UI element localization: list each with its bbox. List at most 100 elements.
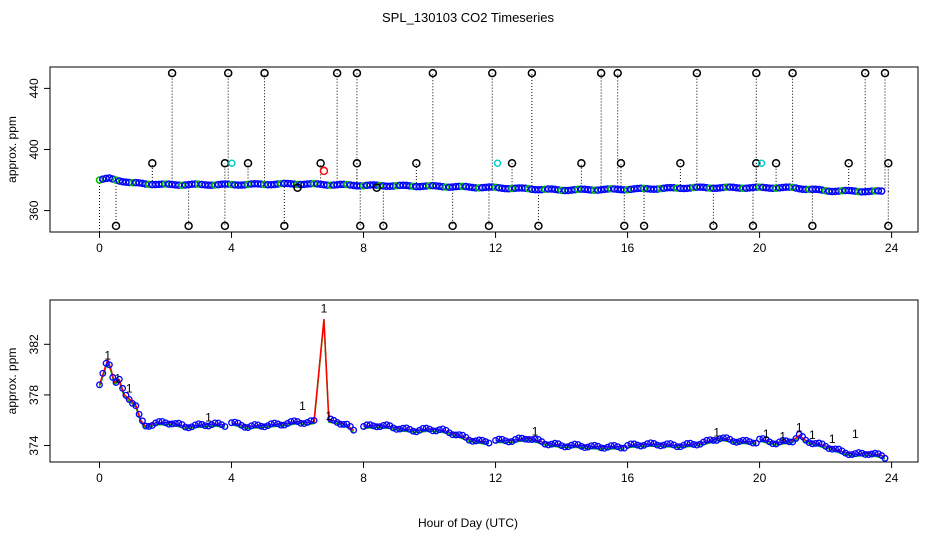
series-point (168, 420, 176, 428)
series-point (676, 443, 684, 451)
series-point (845, 451, 853, 459)
series-point (214, 419, 222, 427)
top-panel: 0 4 8 12 16 20 24 360 400 440 approx. ppm (5, 66, 919, 255)
flag-label: 1 (326, 409, 333, 423)
plot-frame (49, 66, 919, 233)
series-point (465, 436, 473, 444)
series-point (257, 422, 265, 430)
y-axis-label: approx. ppm (5, 348, 19, 415)
flag-label: 1 (104, 348, 111, 362)
series-point (746, 438, 754, 446)
series-point (138, 417, 146, 425)
series-point (360, 423, 367, 430)
series-point (251, 421, 259, 429)
red-point (319, 166, 329, 176)
series-point (115, 177, 124, 185)
series-point (198, 420, 206, 428)
outlier-point (260, 68, 269, 78)
series-point (274, 420, 282, 428)
series-point (607, 442, 615, 450)
series-point (709, 436, 717, 444)
flag-label: 1 (126, 381, 133, 395)
series-point (152, 419, 160, 427)
series-point (551, 439, 559, 447)
series-point (653, 441, 661, 449)
series-point (201, 422, 209, 430)
series-point (96, 381, 103, 389)
x-tick-label: 16 (621, 471, 635, 485)
series-point (468, 437, 476, 445)
outlier-point (616, 159, 626, 168)
series-point (452, 431, 460, 439)
series-point (548, 440, 556, 448)
series-point (528, 436, 536, 444)
series-point (693, 441, 701, 449)
series-point (221, 423, 229, 430)
series-point (614, 443, 622, 451)
series-point (841, 449, 849, 457)
series-point (594, 442, 602, 450)
series-point (610, 441, 618, 449)
series-point (208, 421, 216, 429)
outlier-point (808, 221, 817, 231)
series-point (637, 442, 645, 450)
series-point (815, 439, 823, 447)
outlier-point (709, 221, 718, 231)
outlier-point (752, 68, 761, 78)
series-point (647, 439, 655, 447)
y-tick-label: 440 (27, 78, 41, 98)
series-point (587, 442, 595, 450)
series-point (435, 426, 443, 434)
outlier-point (352, 159, 362, 168)
outlier-point (332, 68, 342, 78)
series-point (125, 395, 133, 403)
series-point (812, 439, 820, 447)
series-point (109, 373, 117, 381)
series-point (409, 427, 417, 435)
series-point (511, 435, 519, 443)
outlier-point (860, 68, 870, 78)
series-point (690, 440, 698, 448)
series-point (439, 425, 447, 433)
flag-label: 1 (713, 426, 720, 440)
series-point (478, 436, 486, 444)
series-point (650, 440, 658, 447)
series-point (300, 420, 308, 427)
x-tick-label: 24 (885, 471, 899, 485)
outlier-point (412, 159, 421, 168)
series-point (756, 435, 764, 443)
series-point (663, 440, 671, 448)
flag-label: 1 (796, 421, 803, 435)
series-point (660, 441, 668, 449)
series-point (521, 435, 529, 443)
series-point (155, 418, 163, 425)
series-point (785, 438, 793, 446)
series-point (412, 428, 420, 436)
series-point (805, 439, 813, 447)
series-point (627, 440, 635, 448)
series-point (267, 420, 275, 428)
outlier-point (379, 221, 388, 231)
series-point (498, 435, 506, 443)
series-point (601, 444, 608, 452)
outlier-point (448, 221, 457, 231)
outlier-point (613, 68, 622, 78)
series-point (307, 417, 315, 425)
series-point (736, 438, 744, 445)
outlier-point (752, 159, 761, 168)
series-point (135, 179, 143, 187)
series-point (733, 438, 740, 446)
series-point (874, 187, 883, 195)
series-point (858, 449, 866, 457)
cyan-point (493, 159, 502, 167)
outlier-point (620, 221, 629, 231)
outlier-point (844, 159, 853, 168)
series-point (472, 437, 480, 445)
series-point (604, 443, 612, 451)
series-point (865, 451, 872, 459)
outlier-point (372, 183, 381, 192)
x-tick-label: 12 (489, 471, 503, 485)
series-point (871, 449, 879, 457)
series-point (832, 445, 839, 453)
